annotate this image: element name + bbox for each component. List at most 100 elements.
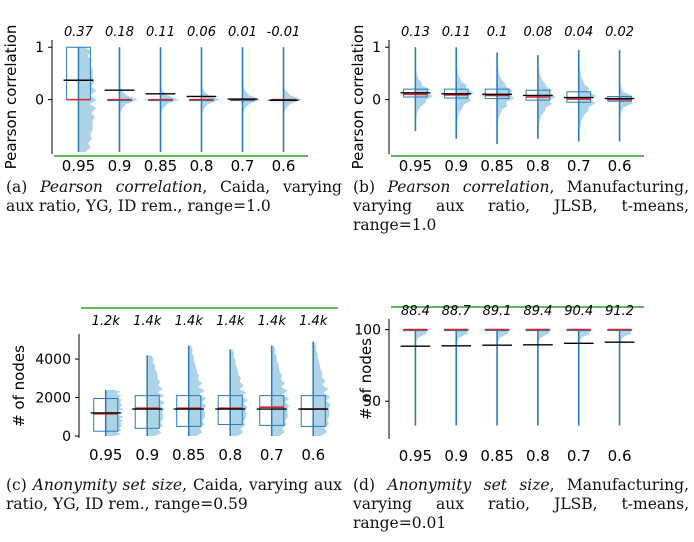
mean-value-label: 1.4k bbox=[299, 314, 328, 329]
y-tick-label: 1 bbox=[35, 40, 44, 56]
x-tick-label: 0.85 bbox=[480, 447, 513, 465]
mean-value-label: 0.01 bbox=[228, 25, 257, 40]
mean-value-label: 1.4k bbox=[175, 314, 204, 329]
x-tick-label: 0.8 bbox=[218, 446, 242, 464]
caption-d-prefix: (d) bbox=[353, 476, 388, 494]
mean-value-label: 89.4 bbox=[523, 304, 552, 319]
iqr-box bbox=[300, 395, 326, 427]
violin-distribution bbox=[231, 349, 248, 436]
mean-value-label: 0.18 bbox=[105, 25, 134, 40]
chart-a: 0 1 Pearson correlation 0.37 0.95 0.18 0.9 0.11… bbox=[2, 25, 308, 175]
mean-value-label: -0.01 bbox=[267, 25, 301, 40]
caption-a-prefix: (a) bbox=[6, 178, 41, 196]
chart-b: 0 1 Pearson correlation 0.13 0.95 0.11 0.9 0.1 0… bbox=[349, 25, 644, 175]
x-tick-label: 0.8 bbox=[190, 157, 214, 175]
panel-b: 0 1 Pearson correlation 0.13 0.95 0.11 0.9 0.1 0… bbox=[347, 0, 694, 271]
y-tick-label: 50 bbox=[363, 394, 381, 410]
violin-distribution bbox=[457, 329, 468, 426]
caption-b-metric: Pearson correlation bbox=[387, 178, 550, 196]
y-axis-label: # of nodes bbox=[10, 345, 28, 427]
x-tick-label: 0.7 bbox=[567, 157, 591, 175]
caption-a-details: , Caida, varying aux ratio, YG, ID rem.,… bbox=[6, 178, 342, 215]
violin-distribution bbox=[189, 345, 207, 436]
x-tick-label: 0.6 bbox=[272, 157, 296, 175]
caption-d-details: , Manufacturing, varying aux ratio, JLSB… bbox=[353, 476, 689, 532]
y-axis-label: Pearson correlation bbox=[2, 25, 20, 170]
x-tick-label: 0.95 bbox=[399, 157, 432, 175]
x-tick-label: 0.6 bbox=[608, 157, 632, 175]
mean-value-label: 0.06 bbox=[187, 25, 216, 40]
mean-value-label: 89.1 bbox=[483, 304, 512, 319]
caption-a: (a) Pearson correlation, Caida, varying … bbox=[6, 178, 342, 216]
caption-b-prefix: (b) bbox=[353, 178, 388, 196]
y-tick-label: 2000 bbox=[35, 391, 71, 407]
x-tick-label: 0.95 bbox=[399, 447, 432, 465]
chart-d: 50 100# of nodes 88.4 0.95 88.7 0.9 89.1 0.85 89… bbox=[354, 304, 644, 465]
mean-value-label: 1.4k bbox=[258, 314, 287, 329]
mean-value-label: 1.4k bbox=[133, 314, 162, 329]
violin-distribution bbox=[314, 341, 331, 436]
violin-distribution bbox=[416, 329, 427, 426]
x-tick-label: 0.85 bbox=[480, 157, 513, 175]
iqr-box bbox=[134, 395, 160, 429]
iqr-box bbox=[176, 395, 202, 427]
mean-value-label: 90.4 bbox=[564, 304, 593, 319]
x-tick-label: 0.95 bbox=[62, 157, 95, 175]
x-tick-label: 0.6 bbox=[301, 446, 325, 464]
x-tick-label: 0.85 bbox=[172, 446, 205, 464]
mean-value-label: 0.11 bbox=[442, 25, 471, 40]
caption-c: (c) Anonymity set size, Caida, varying a… bbox=[6, 476, 342, 514]
x-tick-label: 0.8 bbox=[526, 157, 550, 175]
violin-distribution bbox=[498, 329, 509, 426]
panel-a: 0 1 Pearson correlation 0.37 0.95 0.18 0.9 0.11… bbox=[0, 0, 347, 271]
y-tick-label: 0 bbox=[62, 429, 71, 445]
violin-distribution bbox=[538, 329, 550, 426]
mean-value-label: 0.04 bbox=[564, 25, 593, 40]
panel-d: 50 100 # of nodes 88.4 0.95 88.7 0.9 89.1 0.85 89… bbox=[347, 271, 694, 542]
x-tick-label: 0.6 bbox=[608, 447, 632, 465]
mean-value-label: 1.2k bbox=[92, 314, 121, 329]
mean-value-label: 88.7 bbox=[442, 304, 472, 319]
mean-value-label: 91.2 bbox=[605, 304, 634, 319]
y-tick-label: 1 bbox=[372, 40, 381, 56]
violin-distribution bbox=[620, 49, 634, 142]
iqr-box bbox=[259, 395, 285, 426]
mean-value-label: 0.13 bbox=[401, 25, 430, 40]
caption-c-details: , Caida, varying aux ratio, YG, ID rem.,… bbox=[6, 476, 342, 513]
violin-distribution bbox=[579, 49, 597, 142]
y-axis-label: # of nodes bbox=[357, 338, 375, 420]
mean-value-label: 0.37 bbox=[64, 25, 94, 40]
y-tick-label: 4000 bbox=[35, 352, 71, 368]
violin-distribution bbox=[620, 329, 631, 426]
mean-value-label: 0.08 bbox=[523, 25, 552, 40]
chart-c: 0 2000 4000 # of nodes 1.2k 0.95 1.4k 0.9 1.4k 0.… bbox=[10, 307, 338, 464]
x-tick-label: 0.9 bbox=[135, 446, 159, 464]
x-tick-label: 0.7 bbox=[567, 447, 591, 465]
caption-c-prefix: (c) bbox=[6, 476, 33, 494]
x-tick-label: 0.95 bbox=[89, 446, 122, 464]
mean-value-label: 0.11 bbox=[146, 25, 175, 40]
mean-value-label: 88.4 bbox=[401, 304, 430, 319]
x-tick-label: 0.9 bbox=[444, 447, 468, 465]
caption-b: (b) Pearson correlation, Manufacturing, … bbox=[353, 178, 689, 235]
panel-c: 0 2000 4000 # of nodes 1.2k 0.95 1.4k 0.9 1.4k 0.… bbox=[0, 271, 347, 542]
mean-value-label: 0.1 bbox=[487, 25, 508, 40]
caption-d-metric: Anonymity set size bbox=[387, 476, 550, 494]
caption-a-metric: Pearson correlation bbox=[40, 178, 203, 196]
mean-value-label: 1.4k bbox=[216, 314, 245, 329]
violin-distribution bbox=[272, 345, 290, 436]
iqr-box bbox=[93, 398, 119, 432]
x-tick-label: 0.9 bbox=[108, 157, 132, 175]
y-tick-label: 0 bbox=[35, 93, 44, 109]
violin-distribution bbox=[457, 47, 475, 139]
caption-b-details: , Manufacturing, varying aux ratio, JLSB… bbox=[353, 178, 689, 234]
caption-c-metric: Anonymity set size bbox=[32, 476, 183, 494]
x-tick-label: 0.7 bbox=[260, 446, 284, 464]
mean-value-label: 0.02 bbox=[605, 25, 634, 40]
caption-d: (d) Anonymity set size, Manufacturing, v… bbox=[353, 476, 689, 533]
y-tick-label: 0 bbox=[372, 93, 381, 109]
iqr-box bbox=[217, 395, 243, 425]
x-tick-label: 0.9 bbox=[444, 157, 468, 175]
y-axis-label: Pearson correlation bbox=[349, 25, 367, 170]
x-tick-label: 0.7 bbox=[231, 157, 255, 175]
